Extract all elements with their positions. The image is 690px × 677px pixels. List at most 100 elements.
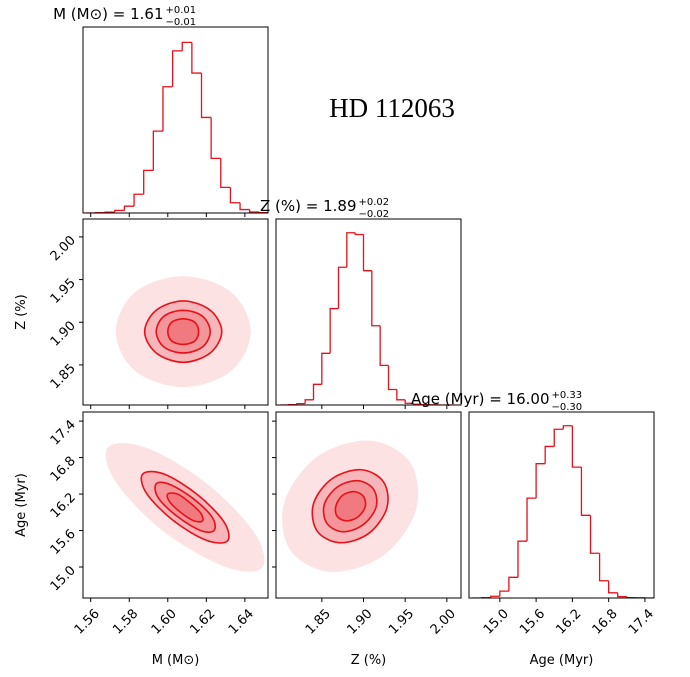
title-upper-error: +0.02 — [359, 197, 390, 208]
histogram-bin — [114, 209, 125, 213]
title-upper-error: +0.33 — [552, 390, 583, 401]
x-tick-label: 1.56 — [72, 606, 103, 637]
panel: 1.56 1.58 1.60 1.62 1.64 15.0 15.6 16.2 16.8 17.4… — [14, 411, 269, 668]
histogram-bin — [152, 130, 163, 171]
histogram-bin — [229, 187, 241, 204]
histogram-bin — [580, 467, 591, 516]
plot-area — [282, 440, 419, 572]
x-tick-label: 1.64 — [226, 606, 257, 637]
contour-level — [154, 481, 217, 534]
x-axis-label: Age (Myr) — [530, 653, 594, 668]
histogram-bin — [526, 497, 537, 542]
histogram-bin — [404, 399, 414, 404]
histogram-bin — [181, 41, 192, 51]
panel-title: M (M⊙) = 1.61 — [53, 5, 163, 23]
histogram-bin — [337, 266, 347, 309]
plot-area — [280, 232, 456, 405]
histogram-bin — [598, 553, 609, 582]
plot-area — [105, 443, 265, 572]
sample-cloud — [105, 443, 265, 572]
contour-level — [334, 490, 367, 522]
histogram-bin — [162, 86, 173, 132]
x-tick-label: 16.8 — [590, 606, 621, 637]
plot-area — [472, 425, 654, 598]
histogram-bin — [304, 399, 314, 404]
axes-frame — [82, 26, 269, 214]
plot-area — [115, 276, 251, 388]
histogram-bin — [143, 169, 154, 195]
panel: 1.85 1.90 1.95 2.00 Z (%) — [14, 218, 269, 409]
axes-frame — [275, 218, 462, 406]
panel-title: Age (Myr) = 16.00 — [411, 390, 550, 408]
axes-frame — [82, 218, 269, 406]
contour-level — [140, 470, 230, 544]
histogram-bin — [396, 389, 406, 401]
histogram-bin — [517, 540, 528, 578]
contour-level — [155, 309, 211, 354]
histogram-bin — [220, 158, 231, 189]
contour-level — [311, 468, 389, 544]
y-tick-label: 15.0 — [48, 563, 79, 594]
histogram-bin — [104, 211, 115, 213]
panel: Z (%) = 1.89 +0.02−0.02 — [260, 197, 462, 409]
histogram-bin — [544, 445, 555, 464]
histogram-bin — [589, 515, 600, 554]
sample-cloud — [115, 276, 251, 388]
title-lower-error: −0.02 — [359, 209, 390, 220]
x-tick-label: 15.0 — [481, 606, 512, 637]
histogram-bin — [210, 117, 221, 160]
histogram-bin — [133, 193, 144, 207]
histogram-bin — [200, 73, 212, 119]
x-axis-label: M (M⊙) — [152, 653, 200, 668]
panel: M (M⊙) = 1.61 +0.01−0.01 — [53, 5, 269, 217]
y-tick-label: 17.4 — [48, 417, 79, 448]
x-tick-label: 1.95 — [386, 606, 417, 637]
histogram-bin — [354, 232, 364, 236]
y-axis-label: Z (%) — [14, 294, 29, 330]
histogram-bin — [329, 307, 339, 354]
histogram-bin — [499, 590, 509, 597]
contour-level — [166, 492, 204, 523]
histogram-bin — [562, 425, 573, 430]
x-tick-label: 15.6 — [517, 606, 548, 637]
histogram-bin — [362, 234, 372, 272]
histogram-bin — [123, 205, 135, 211]
histogram-bin — [608, 580, 618, 594]
x-tick-label: 2.00 — [428, 606, 459, 637]
x-tick-label: 1.58 — [110, 606, 141, 637]
x-tick-label: 1.60 — [149, 606, 180, 637]
y-tick-label: 16.2 — [48, 490, 79, 521]
y-axis-label: Age (Myr) — [14, 473, 29, 537]
x-axis-label: Z (%) — [351, 653, 387, 668]
sample-cloud — [282, 440, 419, 572]
y-tick-label: 1.90 — [48, 318, 79, 349]
y-tick-label: 1.95 — [48, 276, 79, 307]
histogram-bin — [617, 592, 627, 598]
title-upper-error: +0.01 — [166, 5, 197, 16]
histogram-bin — [239, 202, 250, 211]
histogram-bin — [412, 403, 422, 405]
histogram-bin — [191, 42, 202, 74]
histogram-bin — [508, 576, 518, 592]
y-tick-label: 16.8 — [48, 454, 79, 485]
histogram-bin — [535, 463, 546, 499]
histogram-bin — [387, 365, 397, 391]
histogram-bin — [312, 383, 322, 400]
y-tick-label: 2.00 — [48, 233, 79, 264]
axes-frame — [82, 411, 269, 599]
axes-frame — [275, 411, 462, 599]
y-tick-label: 1.85 — [48, 361, 79, 392]
histogram-bin — [321, 352, 331, 385]
histogram-bin — [553, 428, 564, 447]
histogram-bin — [379, 325, 389, 367]
x-tick-label: 1.85 — [303, 606, 334, 637]
panel: 1.85 1.90 1.95 2.00 Z (%) — [272, 411, 462, 668]
x-tick-label: 16.2 — [553, 606, 584, 637]
x-tick-label: 1.62 — [187, 606, 218, 637]
plot-area — [85, 41, 268, 213]
axes-frame — [468, 411, 655, 599]
x-tick-label: 17.4 — [626, 606, 657, 637]
histogram-bin — [171, 50, 183, 87]
